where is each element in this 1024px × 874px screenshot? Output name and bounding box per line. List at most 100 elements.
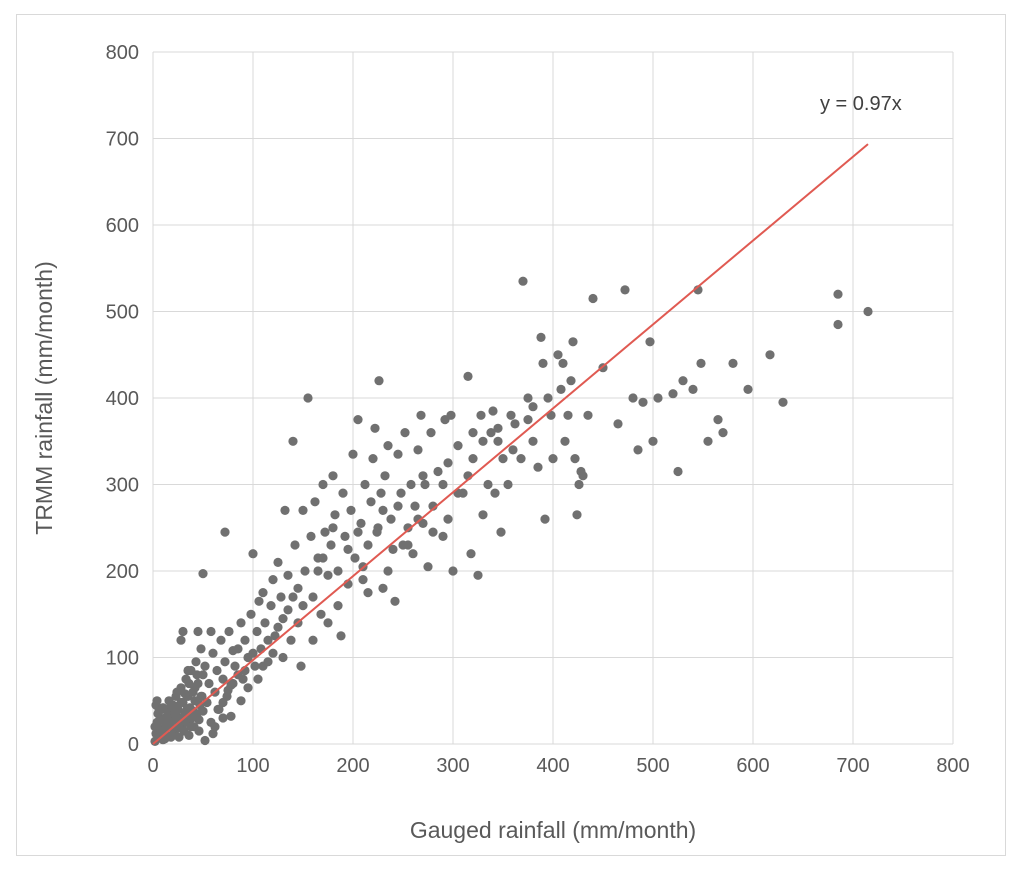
data-point — [493, 423, 503, 433]
data-point — [396, 488, 406, 498]
x-axis-title: Gauged rainfall (mm/month) — [410, 817, 696, 843]
data-point — [198, 706, 208, 716]
data-point — [368, 454, 378, 464]
data-point — [233, 644, 243, 654]
x-tick-label: 0 — [147, 755, 158, 777]
data-point — [743, 384, 753, 394]
data-point — [266, 601, 276, 611]
data-point — [516, 454, 526, 464]
data-point — [718, 428, 728, 438]
data-point — [713, 415, 723, 425]
data-point — [528, 436, 538, 446]
data-point — [230, 661, 240, 671]
data-point — [286, 635, 296, 645]
data-point — [538, 358, 548, 368]
data-point — [223, 685, 233, 696]
data-point — [548, 454, 558, 464]
data-point — [380, 471, 390, 481]
data-point — [208, 729, 218, 739]
data-point — [488, 406, 498, 416]
data-point — [298, 601, 308, 611]
x-tick-label: 300 — [436, 755, 469, 777]
data-point — [300, 566, 310, 576]
data-point — [193, 626, 203, 637]
data-point — [613, 419, 623, 429]
data-point — [276, 592, 286, 602]
data-point — [220, 657, 230, 667]
data-point — [288, 436, 298, 446]
data-point — [574, 479, 584, 490]
data-point — [648, 436, 658, 446]
data-point — [224, 626, 234, 637]
data-point — [553, 350, 563, 360]
data-point — [200, 661, 210, 671]
data-point — [170, 708, 180, 718]
data-point — [268, 575, 278, 585]
data-point — [293, 583, 303, 593]
y-tick-labels: 0 100 200 300 400 500 600 700 800 — [106, 42, 139, 756]
data-point — [486, 428, 496, 438]
data-point — [218, 697, 228, 708]
data-point — [678, 376, 688, 386]
data-point — [156, 726, 166, 736]
data-point — [403, 523, 413, 533]
data-point — [353, 527, 363, 537]
data-point — [320, 527, 330, 537]
data-point — [778, 397, 788, 407]
y-tick-label: 800 — [106, 42, 139, 64]
data-point — [218, 713, 228, 723]
data-point — [250, 661, 260, 671]
data-point — [338, 488, 348, 498]
data-point — [483, 479, 493, 490]
data-point — [316, 609, 326, 619]
data-point — [323, 618, 333, 628]
data-points — [150, 276, 873, 747]
data-point — [210, 722, 220, 732]
data-point — [204, 678, 214, 689]
data-point — [186, 722, 196, 732]
data-point — [496, 527, 506, 537]
data-point — [506, 410, 516, 420]
data-point — [268, 648, 278, 658]
data-point — [373, 523, 383, 533]
data-point — [273, 557, 283, 568]
data-point — [353, 415, 363, 425]
data-point — [416, 410, 426, 420]
data-point — [390, 596, 400, 606]
data-point — [863, 306, 873, 317]
data-point — [308, 635, 318, 645]
data-point — [228, 678, 238, 689]
data-point — [333, 601, 343, 611]
data-point — [258, 661, 268, 671]
data-point — [218, 674, 228, 684]
data-point — [328, 471, 338, 481]
data-point — [765, 350, 775, 360]
data-point — [191, 657, 201, 667]
data-point — [326, 540, 336, 550]
y-tick-label: 300 — [106, 475, 139, 497]
data-point — [363, 588, 373, 598]
data-point — [176, 697, 186, 708]
data-point — [523, 415, 533, 425]
y-tick-label: 400 — [106, 388, 139, 410]
y-tick-label: 700 — [106, 129, 139, 151]
data-point — [528, 402, 538, 412]
data-point — [356, 518, 366, 529]
data-point — [226, 711, 236, 721]
data-point — [200, 735, 210, 746]
data-point — [278, 652, 288, 663]
data-point — [206, 626, 216, 637]
data-point — [620, 285, 630, 295]
data-point — [638, 397, 648, 407]
data-point — [443, 514, 453, 524]
data-point — [418, 471, 428, 481]
data-point — [378, 583, 388, 593]
x-tick-label: 800 — [936, 755, 969, 777]
data-point — [583, 410, 593, 420]
data-point — [220, 527, 230, 537]
y-tick-label: 200 — [106, 561, 139, 583]
data-point — [296, 661, 306, 671]
x-tick-label: 700 — [836, 755, 869, 777]
data-point — [310, 497, 320, 507]
data-point — [438, 479, 448, 490]
